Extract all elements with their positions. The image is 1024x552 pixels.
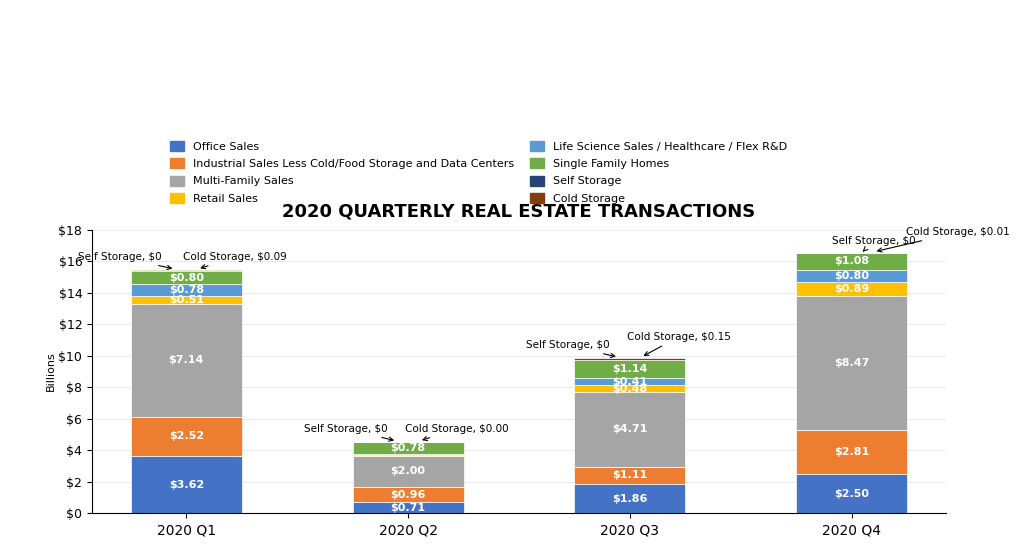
Title: 2020 QUARTERLY REAL ESTATE TRANSACTIONS: 2020 QUARTERLY REAL ESTATE TRANSACTIONS — [283, 202, 756, 220]
Text: $1.86: $1.86 — [612, 493, 647, 503]
Y-axis label: Billions: Billions — [46, 352, 55, 391]
Text: $4.71: $4.71 — [612, 424, 647, 434]
Bar — [131, 304, 242, 417]
Text: $0.41: $0.41 — [612, 376, 647, 386]
Bar — [796, 270, 907, 283]
Bar — [352, 487, 464, 502]
Text: $7.14: $7.14 — [169, 355, 204, 365]
Bar — [574, 484, 685, 513]
Text: Self Storage, $0: Self Storage, $0 — [831, 236, 915, 251]
Text: $0.51: $0.51 — [169, 295, 204, 305]
Bar — [574, 358, 685, 360]
Text: $8.47: $8.47 — [834, 358, 869, 368]
Text: Cold Storage, $0.00: Cold Storage, $0.00 — [406, 424, 509, 440]
Bar — [796, 283, 907, 296]
Text: $0.80: $0.80 — [835, 271, 869, 281]
Text: $0.78: $0.78 — [390, 443, 426, 453]
Bar — [131, 284, 242, 296]
Bar — [131, 296, 242, 304]
Bar — [352, 502, 464, 513]
Text: Self Storage, $0: Self Storage, $0 — [526, 341, 614, 358]
Bar — [574, 392, 685, 466]
Bar — [574, 360, 685, 378]
Bar — [352, 454, 464, 455]
Bar — [796, 296, 907, 429]
Bar — [796, 429, 907, 474]
Text: $2.81: $2.81 — [834, 447, 869, 457]
Text: $2.00: $2.00 — [390, 466, 426, 476]
Bar — [352, 442, 464, 454]
Bar — [574, 378, 685, 385]
Text: $2.50: $2.50 — [835, 489, 869, 498]
Text: Cold Storage, $0.09: Cold Storage, $0.09 — [183, 252, 287, 269]
Bar — [131, 270, 242, 272]
Text: $1.08: $1.08 — [834, 256, 869, 266]
Text: Cold Storage, $0.01: Cold Storage, $0.01 — [878, 227, 1010, 252]
Text: $3.62: $3.62 — [169, 480, 204, 490]
Text: $0.48: $0.48 — [612, 384, 647, 394]
Text: $0.89: $0.89 — [834, 284, 869, 294]
Text: Cold Storage, $0.15: Cold Storage, $0.15 — [627, 332, 730, 355]
Legend: Office Sales, Industrial Sales Less Cold/Food Storage and Data Centers, Multi-Fa: Office Sales, Industrial Sales Less Cold… — [166, 136, 792, 208]
Text: $0.80: $0.80 — [169, 273, 204, 283]
Bar — [574, 385, 685, 392]
Bar — [352, 455, 464, 487]
Bar — [796, 474, 907, 513]
Bar — [131, 272, 242, 284]
Text: Self Storage, $0: Self Storage, $0 — [78, 252, 171, 269]
Bar — [131, 457, 242, 513]
Text: $0.71: $0.71 — [390, 503, 426, 513]
Text: $2.52: $2.52 — [169, 432, 204, 442]
Text: Self Storage, $0: Self Storage, $0 — [304, 424, 393, 441]
Bar — [131, 417, 242, 457]
Bar — [574, 466, 685, 484]
Text: $1.14: $1.14 — [612, 364, 647, 374]
Text: $0.78: $0.78 — [169, 285, 204, 295]
Bar — [796, 253, 907, 270]
Text: $0.96: $0.96 — [390, 490, 426, 500]
Text: $1.11: $1.11 — [612, 470, 647, 480]
